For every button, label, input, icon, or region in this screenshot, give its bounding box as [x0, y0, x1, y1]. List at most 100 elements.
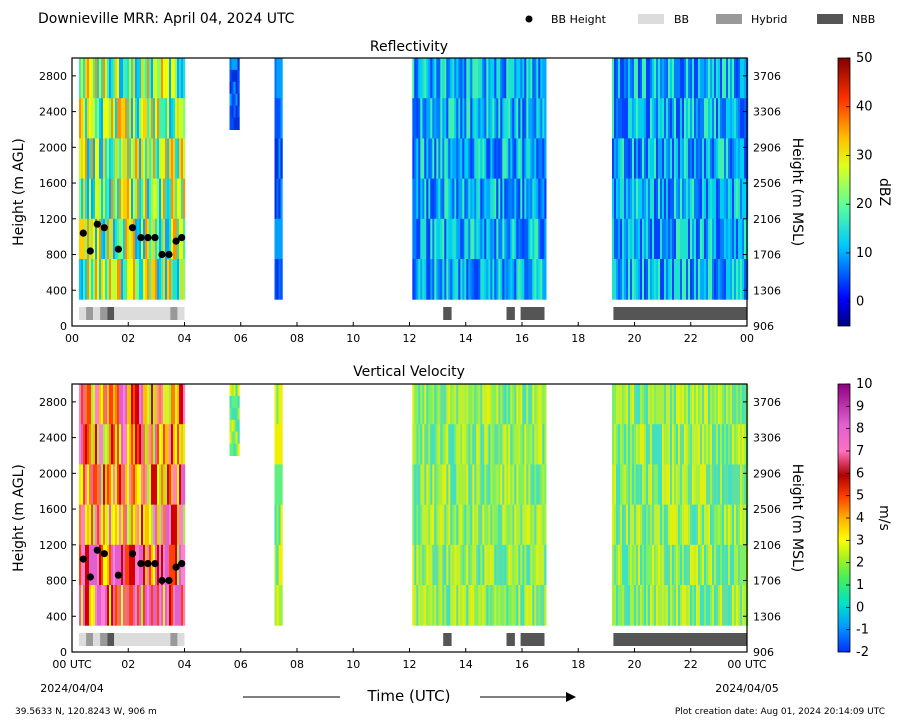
velocity-echo-cell: [464, 424, 467, 465]
velocity-echo-cell: [235, 395, 238, 409]
velocity-echo-cell: [482, 504, 485, 546]
velocity-x-tick-label: 06: [234, 658, 248, 671]
velocity-echo-cell: [522, 464, 525, 506]
reflectivity-echo-cell: [111, 178, 114, 220]
reflectivity-echo-cell: [714, 98, 717, 139]
velocity-echo-cell: [99, 504, 102, 546]
reflectivity-echo-cell: [143, 98, 146, 139]
reflectivity-echo-cell: [488, 138, 491, 180]
velocity-echo-cell: [231, 395, 234, 409]
reflectivity-echo-cell: [492, 138, 495, 180]
velocity-echo-cell: [484, 424, 487, 465]
velocity-echo-cell: [115, 464, 118, 506]
reflectivity-echo-cell: [644, 259, 647, 300]
reflectivity-echo-cell: [428, 178, 431, 220]
velocity-echo-cell: [141, 384, 144, 425]
reflectivity-echo-cell: [237, 93, 240, 107]
reflectivity-echo-cell: [706, 58, 709, 99]
velocity-bb-points: [79, 546, 186, 585]
reflectivity-echo-cell: [127, 259, 130, 300]
velocity-echo-cell: [165, 544, 168, 586]
velocity-echo-cell: [444, 384, 447, 425]
reflectivity-echo-cell: [442, 178, 445, 220]
reflectivity-x-tick-label: 16: [515, 332, 529, 345]
velocity-echo-cell: [486, 424, 489, 465]
velocity-echo-cell: [169, 464, 172, 506]
reflectivity-echo-cell: [147, 138, 150, 180]
velocity-echo-cell: [418, 504, 421, 546]
velocity-echo-cell: [646, 464, 649, 506]
reflectivity-echo-cell: [460, 178, 463, 220]
velocity-echo-cell: [454, 424, 457, 465]
velocity-echo-cell: [137, 464, 140, 506]
reflectivity-echo-cell: [726, 138, 729, 180]
velocity-echo-cell: [151, 585, 154, 626]
velocity-echo-cell: [646, 384, 649, 425]
velocity-echo-cell: [690, 464, 693, 506]
velocity-echo-cell: [520, 384, 523, 425]
velocity-echo-cell: [668, 544, 671, 586]
velocity-echo-cell: [101, 424, 104, 465]
reflectivity-echo-cell: [694, 218, 697, 260]
velocity-echo-cell: [115, 424, 118, 465]
reflectivity-echo-cell: [434, 58, 437, 99]
reflectivity-echo-cell: [520, 58, 523, 99]
reflectivity-echo-cell: [690, 58, 693, 99]
reflectivity-echo-cell: [646, 218, 649, 260]
velocity-echo-cell: [87, 424, 90, 465]
reflectivity-echo-cell: [690, 218, 693, 260]
velocity-echo-cell: [716, 544, 719, 586]
velocity-echo-cell: [678, 464, 681, 506]
reflectivity-echo-cell: [149, 98, 152, 139]
reflectivity-echo-cell: [448, 138, 451, 180]
reflectivity-echo-cell: [738, 138, 741, 180]
reflectivity-echo-cell: [97, 218, 100, 260]
reflectivity-echo-cell: [278, 259, 281, 300]
velocity-bb-type-bar-hybrid: [86, 633, 94, 646]
reflectivity-echo-cell: [93, 218, 96, 260]
reflectivity-echo-cell: [153, 259, 156, 300]
reflectivity-echo-cell: [480, 218, 483, 260]
reflectivity-echo-cell: [644, 138, 647, 180]
reflectivity-echo-cell: [616, 178, 619, 220]
reflectivity-echo-cell: [153, 58, 156, 99]
reflectivity-echo-cell: [684, 259, 687, 300]
reflectivity-echo-cell: [702, 178, 705, 220]
velocity-echo-cell: [532, 504, 535, 546]
velocity-echo-cell: [418, 384, 421, 425]
velocity-echo-cell: [149, 464, 152, 506]
velocity-echo-cell: [712, 544, 715, 586]
reflectivity-echo-cell: [157, 98, 160, 139]
velocity-echo-cell: [694, 424, 697, 465]
reflectivity-echo-cell: [640, 259, 643, 300]
reflectivity-echo-cell: [526, 218, 529, 260]
velocity-echo-cell: [79, 544, 82, 586]
velocity-echo-cell: [628, 544, 631, 586]
velocity-echo-cell: [744, 384, 747, 425]
velocity-echo-cell: [540, 585, 543, 626]
reflectivity-echo-cell: [428, 98, 431, 139]
velocity-echo-cell: [420, 424, 423, 465]
reflectivity-echo-cell: [674, 58, 677, 99]
reflectivity-echo-cell: [155, 58, 158, 99]
reflectivity-echo-cell: [498, 58, 501, 99]
velocity-echo-cell: [508, 585, 511, 626]
reflectivity-echo-cell: [412, 259, 415, 300]
reflectivity-echo-cell: [496, 178, 499, 220]
reflectivity-echo-cell: [87, 98, 90, 139]
reflectivity-echo-cell: [716, 259, 719, 300]
velocity-echo-cell: [464, 544, 467, 586]
reflectivity-echo-cell: [480, 178, 483, 220]
velocity-echo-cell: [658, 424, 661, 465]
velocity-echo-cell: [169, 424, 172, 465]
velocity-echo-cell: [666, 384, 669, 425]
velocity-echo-cell: [99, 544, 102, 586]
velocity-echo-cell: [668, 585, 671, 626]
reflectivity-echo-cell: [133, 58, 136, 99]
reflectivity-echo-cell: [518, 58, 521, 99]
reflectivity-echo-cell: [173, 138, 176, 180]
reflectivity-echo-cell: [468, 58, 471, 99]
velocity-echo-cell: [418, 585, 421, 626]
velocity-echo-cell: [418, 464, 421, 506]
